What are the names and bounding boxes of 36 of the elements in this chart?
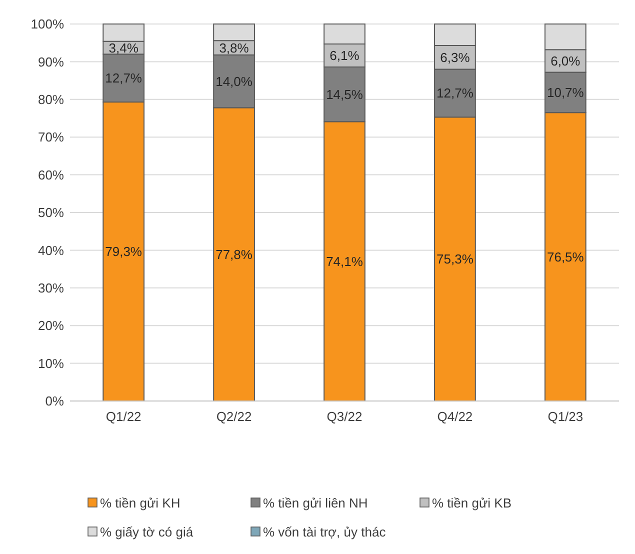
- y-tick-label: 60%: [38, 167, 64, 182]
- data-label: 12,7%: [105, 70, 142, 86]
- data-label: 14,0%: [216, 74, 253, 89]
- legend-label: % giấy tờ có giá: [100, 524, 194, 540]
- x-tick-label: Q1/23: [548, 409, 584, 424]
- x-tick-label: Q2/22: [216, 409, 252, 424]
- data-label: 10,7%: [546, 84, 584, 100]
- y-tick-label: 10%: [38, 356, 64, 371]
- data-label: 74,1%: [326, 254, 364, 269]
- x-tick-label: Q1/22: [106, 409, 142, 424]
- y-tick-label: 0%: [45, 394, 64, 409]
- legend-label: % tiền gửi KH: [100, 496, 180, 511]
- data-label: 6,1%: [330, 48, 360, 64]
- data-label: 3,4%: [108, 40, 139, 56]
- x-tick-label: Q4/22: [437, 409, 473, 424]
- y-tick-label: 20%: [38, 318, 64, 334]
- legend-label: % tiền gửi liên NH: [263, 496, 368, 511]
- data-label: 79,3%: [105, 244, 142, 260]
- y-tick-label: 70%: [38, 130, 64, 145]
- data-label: 12,7%: [436, 86, 474, 101]
- data-label: 6,3%: [440, 50, 470, 65]
- data-label: 14,5%: [326, 86, 364, 102]
- y-tick-label: 100%: [30, 16, 64, 32]
- y-tick-label: 40%: [38, 242, 64, 258]
- data-label: 76,5%: [546, 249, 584, 264]
- data-label: 77,8%: [216, 246, 253, 262]
- data-label: 75,3%: [436, 252, 474, 267]
- legend-label: % tiền gửi KB: [432, 496, 512, 511]
- legend-label: % vốn tài trợ, ủy thác: [263, 524, 386, 540]
- y-tick-label: 80%: [38, 92, 64, 107]
- data-label: 3,8%: [219, 40, 250, 56]
- y-tick-label: 90%: [38, 54, 64, 70]
- y-tick-label: 50%: [38, 205, 64, 220]
- y-tick-label: 30%: [38, 280, 64, 296]
- data-label: 6,0%: [550, 53, 581, 68]
- x-tick-label: Q3/22: [326, 409, 362, 424]
